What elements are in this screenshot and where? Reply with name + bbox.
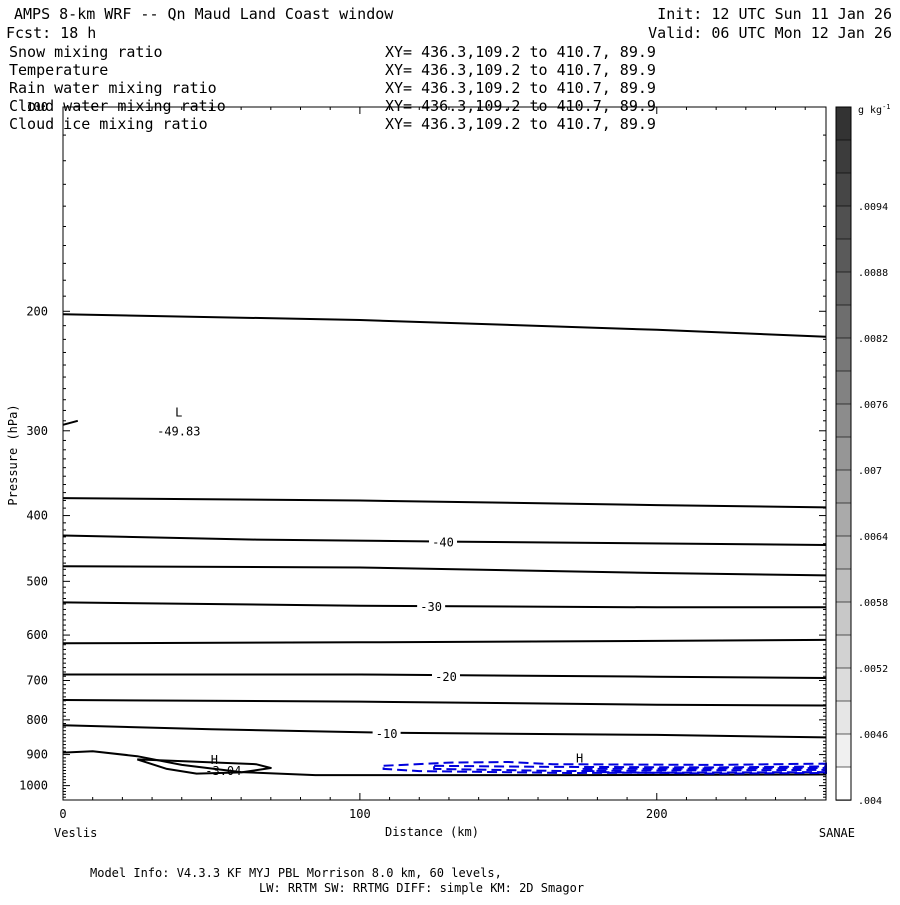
colorbar-swatch [835,205,852,240]
temperature-isotherm [62,638,827,645]
legend-entry-xy: XY= 436.3,109.2 to 410.7, 89.9 [385,97,656,115]
y-tick-label: 1000 [19,779,48,793]
colorbar-swatch [835,766,852,801]
legend-entry-name: Snow mixing ratio [9,43,163,61]
colorbar-unit: g kg-1 [858,103,891,116]
colorbar-swatch [835,601,852,636]
extremum-annotation: H [576,752,583,766]
plot-frame [62,106,827,801]
legend-entry-name: Cloud ice mixing ratio [9,115,208,133]
colorbar-tick-label: .0064 [858,532,888,543]
y-tick-label: 500 [26,574,48,588]
colorbar-tick-label: .0082 [858,334,888,345]
y-tick-label: 700 [26,674,48,688]
colorbar-frame [835,106,852,801]
y-tick-label: 300 [26,424,48,438]
legend-entry-name: Rain water mixing ratio [9,79,217,97]
model-physics: LW: RRTM SW: RRTMG DIFF: simple KM: 2D S… [259,881,584,895]
colorbar-swatch [835,238,852,273]
colorbar-tick-label: .0094 [858,202,888,213]
isotherm-label: -40 [432,536,454,550]
temperature-isotherm [136,758,272,775]
extremum-annotation: -49.83 [157,425,200,439]
x-tick-label: 100 [349,807,371,821]
y-tick-label: 900 [26,748,48,762]
forecast-hour: Fcst: 18 h [6,24,96,42]
y-axis-label: Pressure (hPa) [6,404,20,505]
isotherm-label: -20 [435,670,457,684]
plot-area: 100 200 300 400 500 600 700 800 900 1000 0 100 200 -4… [19,100,827,821]
y-tick-label: 600 [26,628,48,642]
y-tick-label: 400 [26,509,48,523]
colorbar-swatch [835,634,852,669]
legend-entry-xy: XY= 436.3,109.2 to 410.7, 89.9 [385,61,656,79]
colorbar-swatch [835,667,852,702]
colorbar-swatch [835,700,852,735]
chart-title: AMPS 8-km WRF -- Qn Maud Land Coast wind… [14,5,394,23]
init-time: Init: 12 UTC Sun 11 Jan 26 [657,5,892,23]
x-tick-label: 0 [59,807,66,821]
temperature-isotherm [62,497,827,509]
temperature-isotherm [62,750,827,777]
colorbar-tick-label: .004 [858,796,882,807]
temperature-isotherm [62,565,827,577]
colorbar-swatch [835,106,852,141]
temperature-isotherm [62,724,827,739]
temperature-isotherm [62,313,827,338]
colorbar-swatch [835,535,852,570]
colorbar-swatch [835,568,852,603]
temperature-isotherm [62,601,826,609]
y-tick-label: 200 [26,304,48,318]
legend: Snow mixing ratio XY= 436.3,109.2 to 410.… [9,43,656,133]
extremum-annotation: -3.04 [205,764,241,778]
colorbar-tick-label: .007 [858,466,882,477]
legend-entry-xy: XY= 436.3,109.2 to 410.7, 89.9 [385,43,656,61]
colorbar-swatch [835,304,852,339]
y-tick-label: 100 [26,100,48,114]
extremum-annotation: H [211,753,218,767]
colorbar: g kg-1 .0094 .0088 .0082 .0076 .007 .0064 .0058… [835,103,891,807]
temperature-isotherm [62,419,79,426]
model-info: Model Info: V4.3.3 KF MYJ PBL Morrison 8… [90,866,502,880]
x-tick-label: 200 [646,807,668,821]
colorbar-swatch [835,469,852,504]
colorbar-swatch [835,139,852,174]
colorbar-swatch [835,337,852,372]
colorbar-tick-label: .0088 [858,268,888,279]
isotherm-label-gap [417,599,446,614]
colorbar-swatch [835,733,852,768]
colorbar-swatch [835,370,852,405]
isotherm-label: -30 [420,600,442,614]
legend-entry-xy: XY= 436.3,109.2 to 410.7, 89.9 [385,79,656,97]
isotherm-label: -10 [376,727,398,741]
isotherm-label-gap [372,725,401,740]
colorbar-swatch [835,271,852,306]
colorbar-unit-exponent: -1 [882,103,890,111]
legend-entry-name: Temperature [9,61,108,79]
colorbar-tick-label: .0046 [858,730,888,741]
end-location-label: SANAE [819,826,855,840]
isotherm-label-gap [431,668,460,683]
colorbar-tick-label: .0052 [858,664,888,675]
colorbar-swatch [835,436,852,471]
colorbar-tick-label: .0076 [858,400,888,411]
colorbar-swatch [835,502,852,537]
x-axis-label: Distance (km) [385,825,479,839]
valid-time: Valid: 06 UTC Mon 12 Jan 26 [648,24,892,42]
isotherm-label-gap [429,534,458,549]
y-tick-label: 800 [26,713,48,727]
colorbar-tick-label: .0058 [858,598,888,609]
temperature-isotherm [63,673,827,679]
extremum-annotation: L [175,406,182,420]
temperature-isotherm [62,699,827,707]
legend-entry-xy: XY= 436.3,109.2 to 410.7, 89.9 [385,115,656,133]
start-location-label: Veslis [54,826,97,840]
colorbar-swatch [835,172,852,207]
colorbar-swatch [835,403,852,438]
temperature-isotherm [62,534,827,546]
